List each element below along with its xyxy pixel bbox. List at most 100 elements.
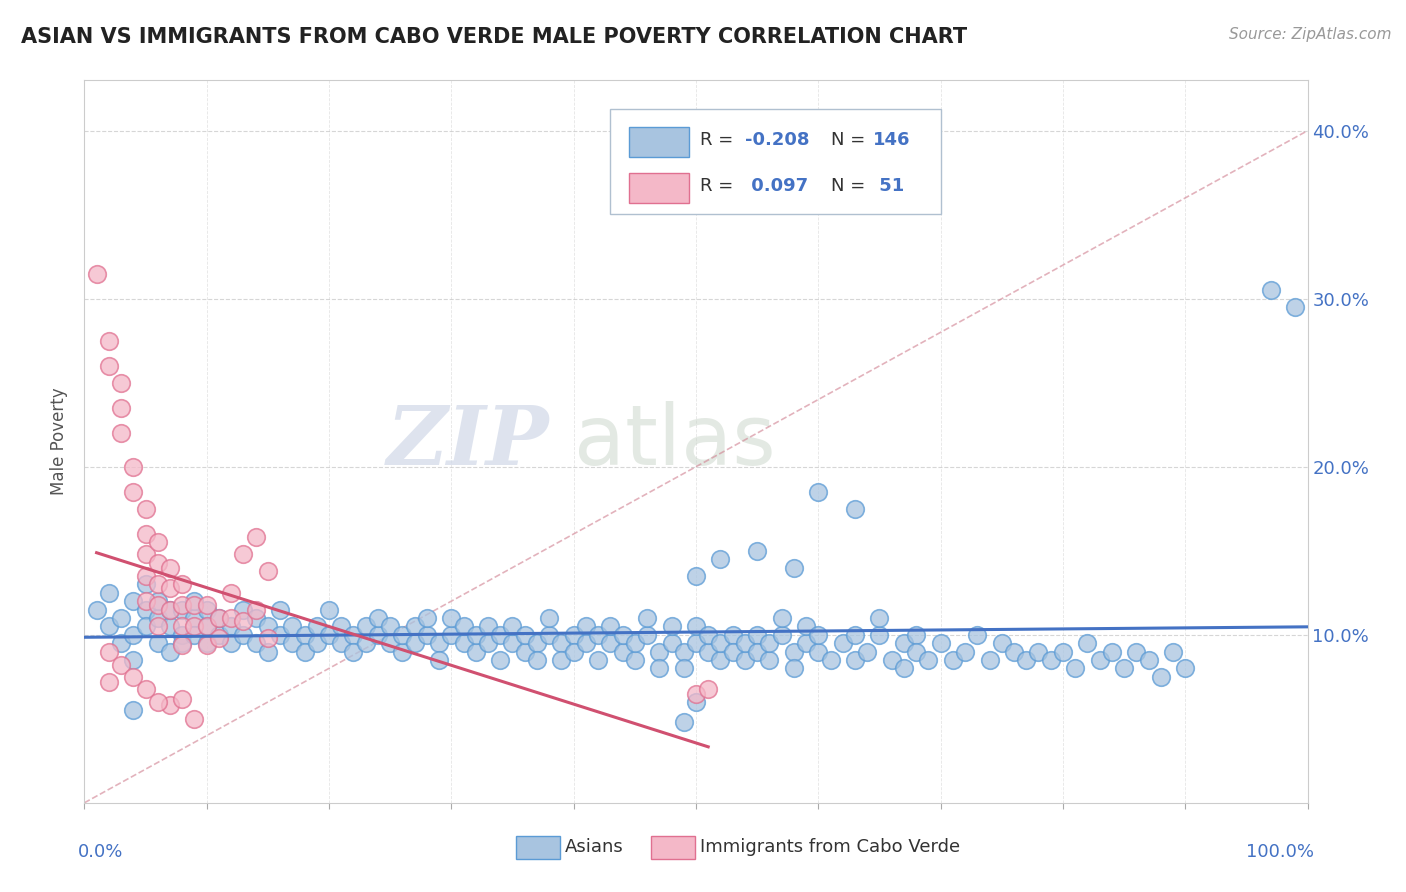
Point [269, 602, 291, 616]
Point [844, 628, 866, 642]
Point [1161, 644, 1184, 658]
Point [844, 653, 866, 667]
Point [122, 670, 145, 684]
Point [208, 611, 231, 625]
Point [758, 653, 780, 667]
Point [562, 628, 585, 642]
Point [416, 628, 439, 642]
Point [672, 715, 695, 730]
Point [330, 619, 353, 633]
Point [685, 569, 707, 583]
Point [502, 619, 524, 633]
Point [721, 628, 744, 642]
Point [721, 644, 744, 658]
Point [391, 644, 413, 658]
Point [135, 569, 157, 583]
Point [453, 636, 475, 650]
Point [146, 594, 169, 608]
Point [697, 644, 720, 658]
Point [281, 636, 304, 650]
Point [893, 661, 915, 675]
Point [440, 611, 463, 625]
Point [758, 636, 780, 650]
FancyBboxPatch shape [628, 127, 689, 158]
Point [195, 619, 218, 633]
Text: 51: 51 [873, 177, 904, 195]
Point [1260, 283, 1282, 297]
Text: -0.208: -0.208 [745, 131, 810, 149]
Text: Source: ZipAtlas.com: Source: ZipAtlas.com [1229, 27, 1392, 42]
Point [550, 636, 572, 650]
Point [135, 602, 157, 616]
Point [159, 581, 181, 595]
FancyBboxPatch shape [628, 173, 689, 203]
Point [159, 619, 181, 633]
Point [159, 602, 181, 616]
Point [575, 636, 598, 650]
Point [794, 619, 817, 633]
Point [685, 687, 707, 701]
Point [195, 638, 218, 652]
Point [1015, 653, 1038, 667]
Point [477, 636, 499, 650]
Point [953, 644, 976, 658]
Point [110, 376, 132, 390]
FancyBboxPatch shape [516, 836, 560, 859]
Point [172, 636, 194, 650]
Point [807, 644, 830, 658]
Point [905, 644, 928, 658]
Point [367, 628, 389, 642]
Text: N =: N = [831, 131, 870, 149]
Text: R =: R = [700, 177, 738, 195]
Point [146, 636, 169, 650]
Point [905, 628, 928, 642]
Text: atlas: atlas [574, 401, 775, 482]
Point [342, 644, 364, 658]
Point [624, 636, 647, 650]
Point [146, 598, 169, 612]
Point [146, 611, 169, 625]
Point [1052, 644, 1074, 658]
Point [416, 611, 439, 625]
Point [1101, 644, 1123, 658]
Point [1114, 661, 1136, 675]
Point [195, 598, 218, 612]
Point [661, 636, 683, 650]
Point [391, 628, 413, 642]
Point [586, 628, 609, 642]
Point [232, 628, 254, 642]
Point [807, 628, 830, 642]
Point [513, 644, 536, 658]
Point [464, 644, 486, 658]
Point [648, 661, 671, 675]
Point [550, 653, 572, 667]
Point [232, 615, 254, 629]
Point [172, 638, 194, 652]
Point [404, 619, 426, 633]
Point [502, 636, 524, 650]
Point [844, 501, 866, 516]
Point [367, 611, 389, 625]
Point [1137, 653, 1160, 667]
Point [1064, 661, 1087, 675]
Point [208, 611, 231, 625]
Point [305, 636, 328, 650]
Point [1088, 653, 1111, 667]
Point [172, 577, 194, 591]
Text: Asians: Asians [565, 838, 624, 855]
Point [612, 628, 634, 642]
Point [869, 628, 891, 642]
Point [146, 556, 169, 570]
Text: R =: R = [700, 131, 738, 149]
Text: 0.0%: 0.0% [79, 843, 124, 861]
Point [489, 628, 512, 642]
Point [612, 644, 634, 658]
Point [172, 619, 194, 633]
Text: 0.097: 0.097 [745, 177, 808, 195]
Point [135, 501, 157, 516]
Text: 100.0%: 100.0% [1246, 843, 1313, 861]
Point [599, 619, 621, 633]
Point [245, 530, 267, 544]
Point [135, 577, 157, 591]
Point [1125, 644, 1147, 658]
